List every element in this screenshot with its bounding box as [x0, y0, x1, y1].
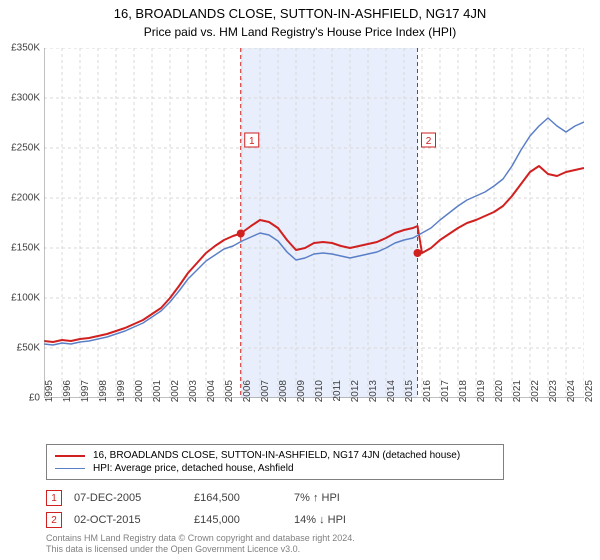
legend-label: HPI: Average price, detached house, Ashf… — [93, 463, 294, 474]
y-tick-label: £50K — [0, 343, 40, 354]
x-tick-label: 2004 — [206, 380, 217, 420]
y-tick-label: £100K — [0, 293, 40, 304]
x-tick-label: 2000 — [134, 380, 145, 420]
y-tick-label: £350K — [0, 43, 40, 54]
x-tick-label: 1998 — [98, 380, 109, 420]
x-tick-label: 2020 — [494, 380, 505, 420]
x-tick-label: 2022 — [530, 380, 541, 420]
svg-text:1: 1 — [249, 136, 255, 147]
sale-price: £164,500 — [194, 492, 294, 504]
x-tick-label: 1995 — [44, 380, 55, 420]
x-tick-label: 2019 — [476, 380, 487, 420]
x-tick-label: 2005 — [224, 380, 235, 420]
x-tick-label: 2015 — [404, 380, 415, 420]
sale-pct: 7% ↑ HPI — [294, 492, 414, 504]
x-tick-label: 2017 — [440, 380, 451, 420]
legend-swatch — [55, 455, 85, 457]
x-tick-label: 1999 — [116, 380, 127, 420]
chart-container: 16, BROADLANDS CLOSE, SUTTON-IN-ASHFIELD… — [0, 0, 600, 560]
x-tick-label: 2014 — [386, 380, 397, 420]
legend-box: 16, BROADLANDS CLOSE, SUTTON-IN-ASHFIELD… — [46, 444, 504, 480]
x-tick-label: 2006 — [242, 380, 253, 420]
attribution-line-2: This data is licensed under the Open Gov… — [46, 544, 355, 556]
sales-table: 1 07-DEC-2005£164,5007% ↑ HPI 2 02-OCT-2015… — [46, 490, 414, 534]
y-tick-label: £250K — [0, 143, 40, 154]
y-tick-label: £200K — [0, 193, 40, 204]
legend-item: HPI: Average price, detached house, Ashf… — [55, 462, 495, 475]
x-tick-label: 2013 — [368, 380, 379, 420]
x-tick-label: 2008 — [278, 380, 289, 420]
x-tick-label: 2025 — [584, 380, 595, 420]
x-tick-label: 2011 — [332, 380, 343, 420]
x-tick-label: 2007 — [260, 380, 271, 420]
x-tick-label: 2023 — [548, 380, 559, 420]
sale-price: £145,000 — [194, 514, 294, 526]
legend-swatch — [55, 468, 85, 469]
x-tick-label: 2024 — [566, 380, 577, 420]
x-tick-label: 1996 — [62, 380, 73, 420]
x-tick-label: 2016 — [422, 380, 433, 420]
x-tick-label: 2018 — [458, 380, 469, 420]
legend-label: 16, BROADLANDS CLOSE, SUTTON-IN-ASHFIELD… — [93, 450, 460, 461]
sale-date: 02-OCT-2015 — [74, 514, 194, 526]
x-tick-label: 2012 — [350, 380, 361, 420]
sale-marker-box: 1 — [46, 490, 62, 506]
y-tick-label: £150K — [0, 243, 40, 254]
legend-item: 16, BROADLANDS CLOSE, SUTTON-IN-ASHFIELD… — [55, 449, 495, 462]
attribution-line-1: Contains HM Land Registry data © Crown c… — [46, 533, 355, 545]
svg-text:2: 2 — [426, 136, 432, 147]
x-tick-label: 2009 — [296, 380, 307, 420]
y-tick-label: £300K — [0, 93, 40, 104]
sale-row: 2 02-OCT-2015£145,00014% ↓ HPI — [46, 512, 414, 528]
chart-svg: 12 — [44, 48, 584, 398]
x-tick-label: 2003 — [188, 380, 199, 420]
chart-subtitle: Price paid vs. HM Land Registry's House … — [0, 21, 600, 39]
sale-date: 07-DEC-2005 — [74, 492, 194, 504]
x-tick-label: 2021 — [512, 380, 523, 420]
sale-marker-box: 2 — [46, 512, 62, 528]
sale-row: 1 07-DEC-2005£164,5007% ↑ HPI — [46, 490, 414, 506]
x-tick-label: 1997 — [80, 380, 91, 420]
chart-title: 16, BROADLANDS CLOSE, SUTTON-IN-ASHFIELD… — [0, 0, 600, 21]
chart-area: 12 — [44, 48, 584, 398]
sale-pct: 14% ↓ HPI — [294, 514, 414, 526]
x-tick-label: 2010 — [314, 380, 325, 420]
attribution-text: Contains HM Land Registry data © Crown c… — [46, 533, 355, 556]
x-tick-label: 2002 — [170, 380, 181, 420]
y-tick-label: £0 — [0, 393, 40, 404]
x-tick-label: 2001 — [152, 380, 163, 420]
